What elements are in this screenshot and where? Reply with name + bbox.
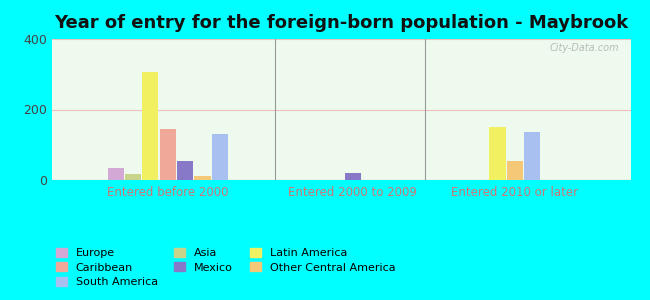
Bar (524, 132, 540, 180)
Bar (142, 73, 159, 180)
Bar (507, 160, 523, 180)
Legend: Europe, Caribbean, South America, Asia, Mexico, Latin America, Other Central Ame: Europe, Caribbean, South America, Asia, … (51, 243, 400, 291)
Bar (107, 168, 124, 180)
Bar (212, 134, 228, 180)
Bar (194, 176, 211, 180)
Bar (125, 174, 141, 180)
Bar (177, 160, 193, 180)
Bar (344, 173, 361, 180)
Text: City-Data.com: City-Data.com (549, 43, 619, 53)
Bar (160, 129, 176, 180)
Bar (489, 127, 506, 180)
Title: Year of entry for the foreign-born population - Maybrook: Year of entry for the foreign-born popul… (54, 14, 629, 32)
